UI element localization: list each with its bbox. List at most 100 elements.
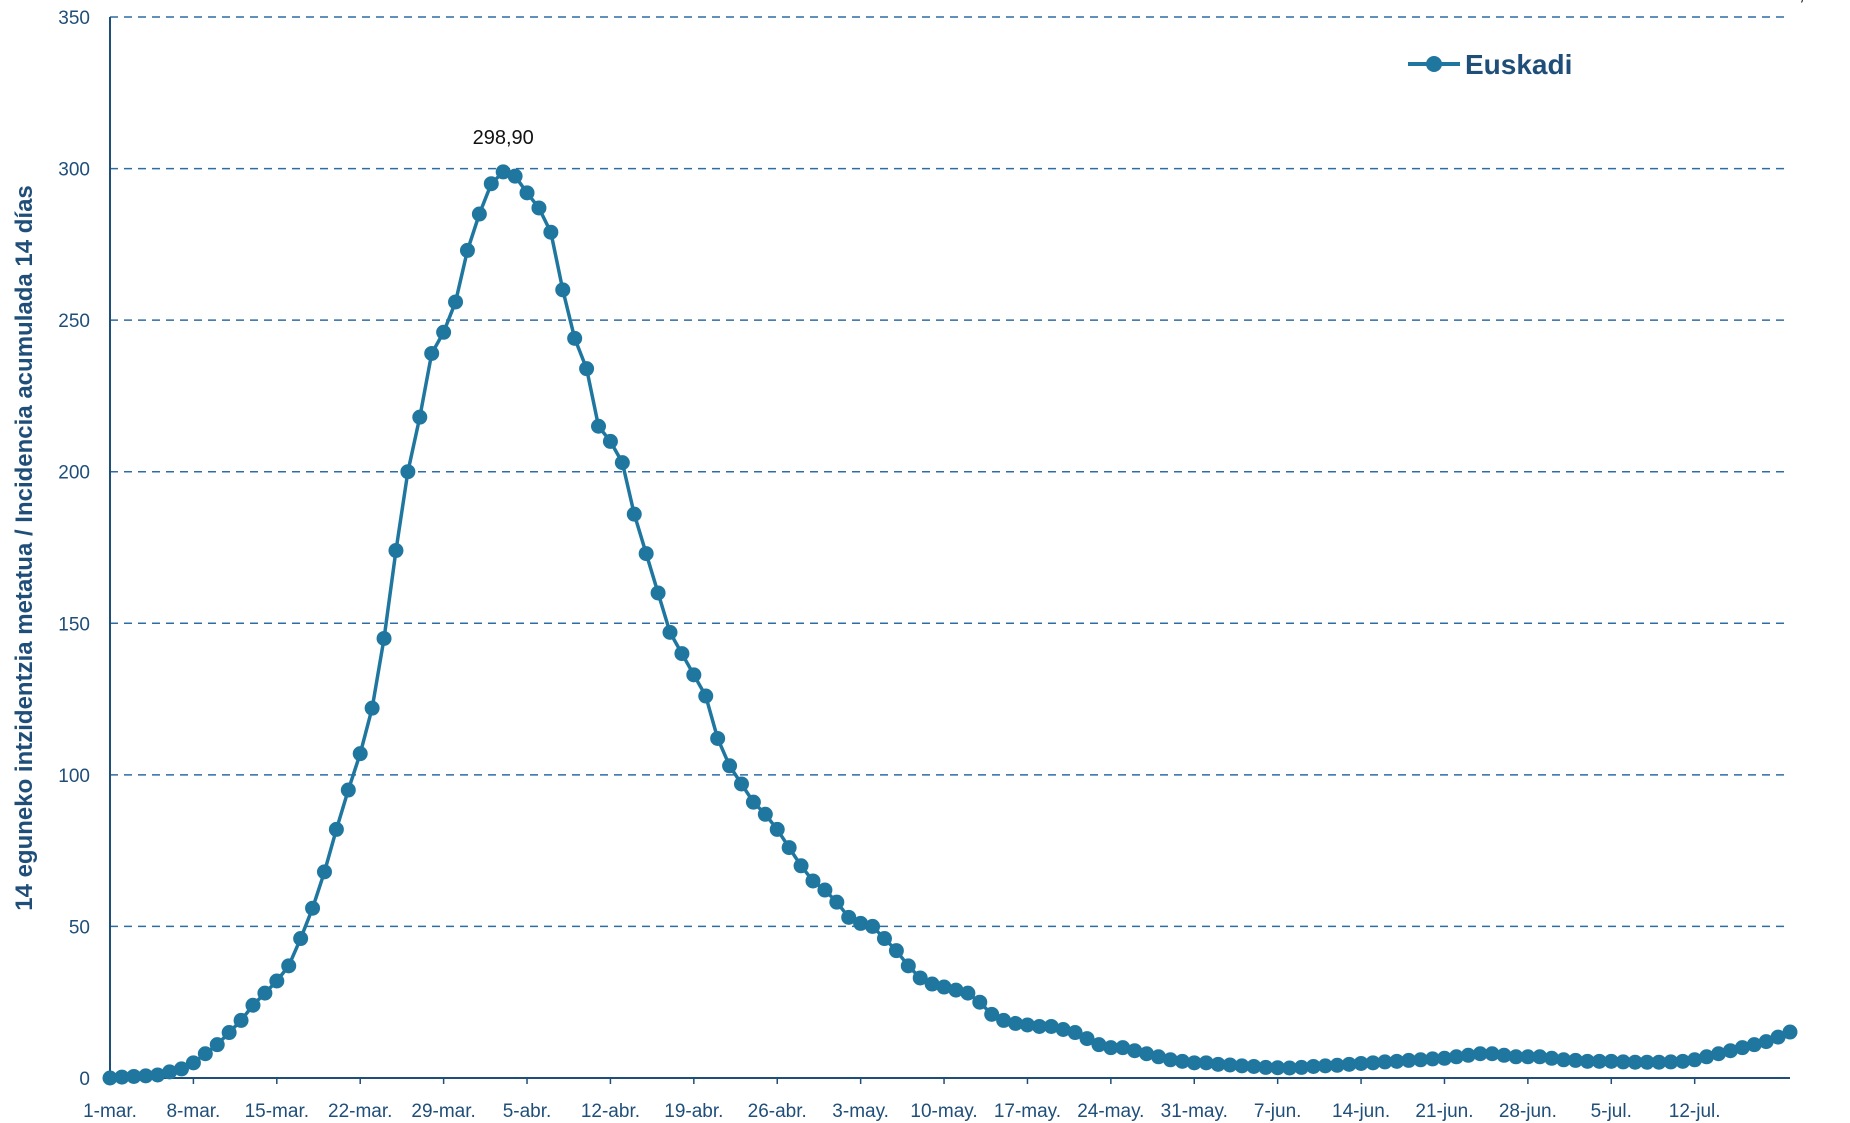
y-tick-label: 150: [58, 614, 90, 635]
data-point: [1151, 1049, 1167, 1065]
data-point: [1198, 1055, 1214, 1071]
data-point: [1377, 1054, 1393, 1070]
data-point: [459, 242, 475, 258]
data-point: [1258, 1059, 1274, 1075]
x-tick-label: 1-mar.: [83, 1101, 137, 1122]
x-tick-label: 21-jun.: [1415, 1101, 1473, 1122]
data-point: [912, 970, 928, 986]
data-point: [1639, 1054, 1655, 1070]
data-point: [519, 185, 535, 201]
data-point: [579, 361, 595, 377]
data-point: [793, 858, 809, 874]
data-point: [269, 973, 285, 989]
data-point: [841, 909, 857, 925]
data-point: [698, 688, 714, 704]
data-point: [1663, 1054, 1679, 1070]
data-point: [960, 985, 976, 1001]
gridlines: [110, 16, 1790, 928]
data-point: [1174, 1053, 1190, 1069]
y-tick-label: 0: [79, 1069, 90, 1090]
data-point: [400, 464, 416, 480]
data-point: [1520, 1049, 1536, 1065]
x-tick-label: 12-jul.: [1669, 1101, 1721, 1122]
data-point: [1162, 1052, 1178, 1068]
data-point: [817, 882, 833, 898]
data-point: [185, 1055, 201, 1071]
data-point: [293, 931, 309, 947]
data-point: [1484, 1046, 1500, 1062]
data-point: [209, 1037, 225, 1053]
data-point: [328, 821, 344, 837]
data-point: [1365, 1055, 1381, 1071]
data-point: [1758, 1034, 1774, 1050]
data-point: [1019, 1017, 1035, 1033]
x-tick-label: 19-abr.: [664, 1101, 723, 1122]
data-point: [1329, 1057, 1345, 1073]
data-point: [924, 976, 940, 992]
data-point: [1532, 1049, 1548, 1065]
data-point: [1234, 1058, 1250, 1074]
data-point: [1448, 1049, 1464, 1065]
data-point: [1317, 1058, 1333, 1074]
data-point: [1711, 1046, 1727, 1062]
data-point: [1615, 1054, 1631, 1070]
data-point: [233, 1012, 249, 1028]
data-point: [1139, 1046, 1155, 1062]
legend-dot-marker: [1426, 56, 1442, 72]
data-label: 15,17: [1777, 0, 1827, 5]
x-tick-label: 10-may.: [910, 1101, 977, 1122]
data-point: [745, 794, 761, 810]
data-point: [936, 979, 952, 995]
data-point: [1722, 1043, 1738, 1059]
x-tick-label: 31-may.: [1161, 1101, 1228, 1122]
data-point: [1127, 1043, 1143, 1059]
x-tick-label: 7-jun.: [1254, 1101, 1302, 1122]
data-point: [495, 164, 511, 180]
data-point: [1699, 1049, 1715, 1065]
data-point: [781, 840, 797, 856]
data-point: [1008, 1015, 1024, 1031]
data-point: [996, 1012, 1012, 1028]
data-point: [1687, 1052, 1703, 1068]
y-tick-label: 100: [58, 766, 90, 787]
data-point: [162, 1064, 178, 1080]
data-point: [364, 700, 380, 716]
data-point: [650, 585, 666, 601]
x-tick-label: 3-may.: [832, 1101, 889, 1122]
x-tick-label: 5-jul.: [1591, 1101, 1632, 1122]
data-point: [757, 806, 773, 822]
data-point: [305, 900, 321, 916]
data-point: [352, 746, 368, 762]
data-point: [138, 1068, 154, 1084]
data-point: [1246, 1058, 1262, 1074]
data-point: [686, 667, 702, 683]
data-point: [567, 330, 583, 346]
x-tick-label: 17-may.: [994, 1101, 1061, 1122]
x-tick-label: 28-jun.: [1499, 1101, 1557, 1122]
data-point: [376, 630, 392, 646]
data-point: [1627, 1054, 1643, 1070]
data-point: [876, 931, 892, 947]
data-point: [984, 1006, 1000, 1022]
data-point: [412, 409, 428, 425]
data-point: [674, 646, 690, 662]
data-point: [1436, 1050, 1452, 1066]
y-tick-label: 300: [58, 160, 90, 181]
data-point: [281, 958, 297, 974]
data-point: [126, 1068, 142, 1084]
x-tick-label: 22-mar.: [328, 1101, 392, 1122]
data-point: [483, 176, 499, 192]
data-point: [507, 168, 523, 184]
data-labels: 298,90 15,17: [473, 0, 1827, 149]
data-point: [1055, 1021, 1071, 1037]
data-point: [1401, 1052, 1417, 1068]
data-point: [638, 546, 654, 562]
data-point: [710, 730, 726, 746]
x-tick-label: 14-jun.: [1332, 1101, 1390, 1122]
data-point: [316, 864, 332, 880]
data-point: [257, 985, 273, 1001]
data-point: [853, 915, 869, 931]
data-label: 298,90: [473, 127, 534, 149]
series-line-euskadi: [109, 170, 1791, 1080]
data-point: [1651, 1054, 1667, 1070]
